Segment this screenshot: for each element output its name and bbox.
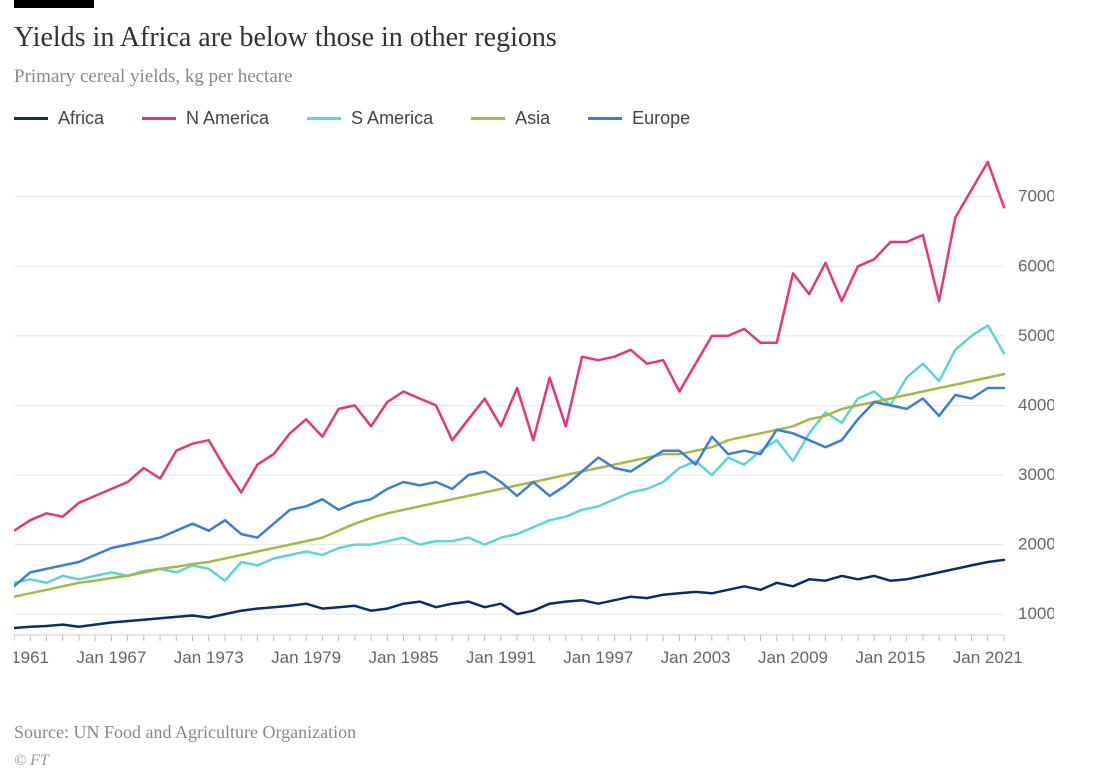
legend-swatch [142, 117, 176, 120]
legend-swatch [307, 117, 341, 120]
source-text: Source: UN Food and Agriculture Organiza… [14, 722, 356, 743]
legend-item-asia: Asia [471, 108, 550, 129]
legend-item-africa: Africa [14, 108, 104, 129]
legend-label: Africa [58, 108, 104, 129]
x-tick-label: Jan 1967 [76, 648, 146, 667]
legend-item-n-america: N America [142, 108, 269, 129]
x-tick-label: Jan 2009 [758, 648, 828, 667]
line-chart: 1000 2000 3000 4000 5000 6000 7000 Jan 1961 Jan … [14, 155, 1054, 675]
legend: Africa N America S America Asia Europe [14, 108, 690, 129]
copyright-text: © FT [14, 752, 49, 770]
y-tick-label: 4000 [1018, 395, 1054, 414]
chart-subtitle: Primary cereal yields, kg per hectare [14, 66, 293, 88]
x-tick-label: Jan 2021 [953, 648, 1023, 667]
y-tick-label: 5000 [1018, 326, 1054, 345]
legend-label: S America [351, 108, 433, 129]
x-tick-label: Jan 1991 [466, 648, 536, 667]
legend-item-europe: Europe [588, 108, 690, 129]
legend-swatch [588, 117, 622, 120]
x-tick-label: Jan 1985 [369, 648, 439, 667]
legend-label: N America [186, 108, 269, 129]
legend-swatch [471, 117, 505, 120]
legend-swatch [14, 117, 48, 120]
y-tick-label: 2000 [1018, 535, 1054, 554]
y-tick-label: 7000 [1018, 187, 1054, 206]
y-tick-label: 6000 [1018, 256, 1054, 275]
x-tick-label: Jan 1979 [271, 648, 341, 667]
chart-title: Yields in Africa are below those in othe… [14, 22, 557, 54]
x-tick-label: Jan 1997 [563, 648, 633, 667]
y-tick-label: 1000 [1018, 604, 1054, 623]
top-accent-bar [14, 0, 94, 8]
x-tick-label: Jan 2003 [661, 648, 731, 667]
x-tick-label: Jan 1961 [14, 648, 49, 667]
legend-label: Asia [515, 108, 550, 129]
legend-item-s-america: S America [307, 108, 433, 129]
legend-label: Europe [632, 108, 690, 129]
x-tick-label: Jan 1973 [174, 648, 244, 667]
y-tick-label: 3000 [1018, 465, 1054, 484]
x-tick-label: Jan 2015 [855, 648, 925, 667]
